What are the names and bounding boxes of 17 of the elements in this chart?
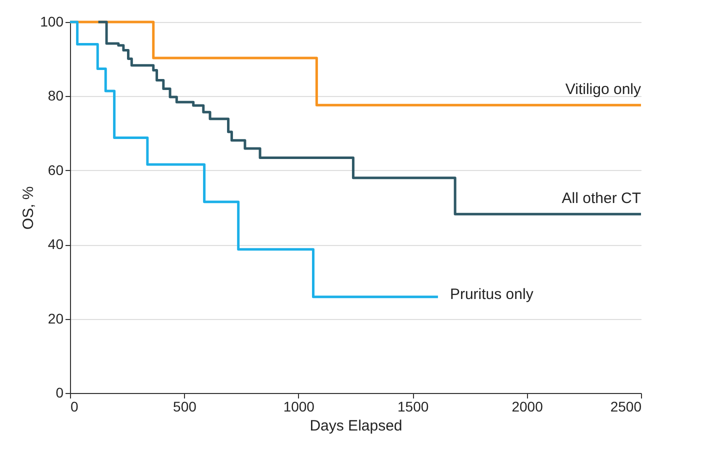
y-tick-label: 60 <box>48 162 64 178</box>
y-axis-title: OS, % <box>20 186 38 230</box>
x-tick-label: 2500 <box>610 398 642 414</box>
series-label: Pruritus only <box>450 286 534 303</box>
x-axis-title: Days Elapsed <box>310 418 402 434</box>
y-tick-label: 80 <box>48 88 64 104</box>
y-tick-label: 0 <box>56 384 64 400</box>
x-tick-label: 1500 <box>398 398 429 414</box>
series-label: All other CT <box>562 190 641 208</box>
x-tick-label: 1000 <box>283 398 315 414</box>
x-tick-label: 0 <box>70 398 78 414</box>
x-tick-label: 2000 <box>512 398 544 414</box>
y-tick-label: 20 <box>48 310 64 326</box>
y-tick-label: 40 <box>48 236 64 252</box>
x-tick-label: 500 <box>173 398 197 414</box>
y-tick-label: 100 <box>40 14 64 30</box>
series-label: Vitiligo only <box>565 81 642 98</box>
